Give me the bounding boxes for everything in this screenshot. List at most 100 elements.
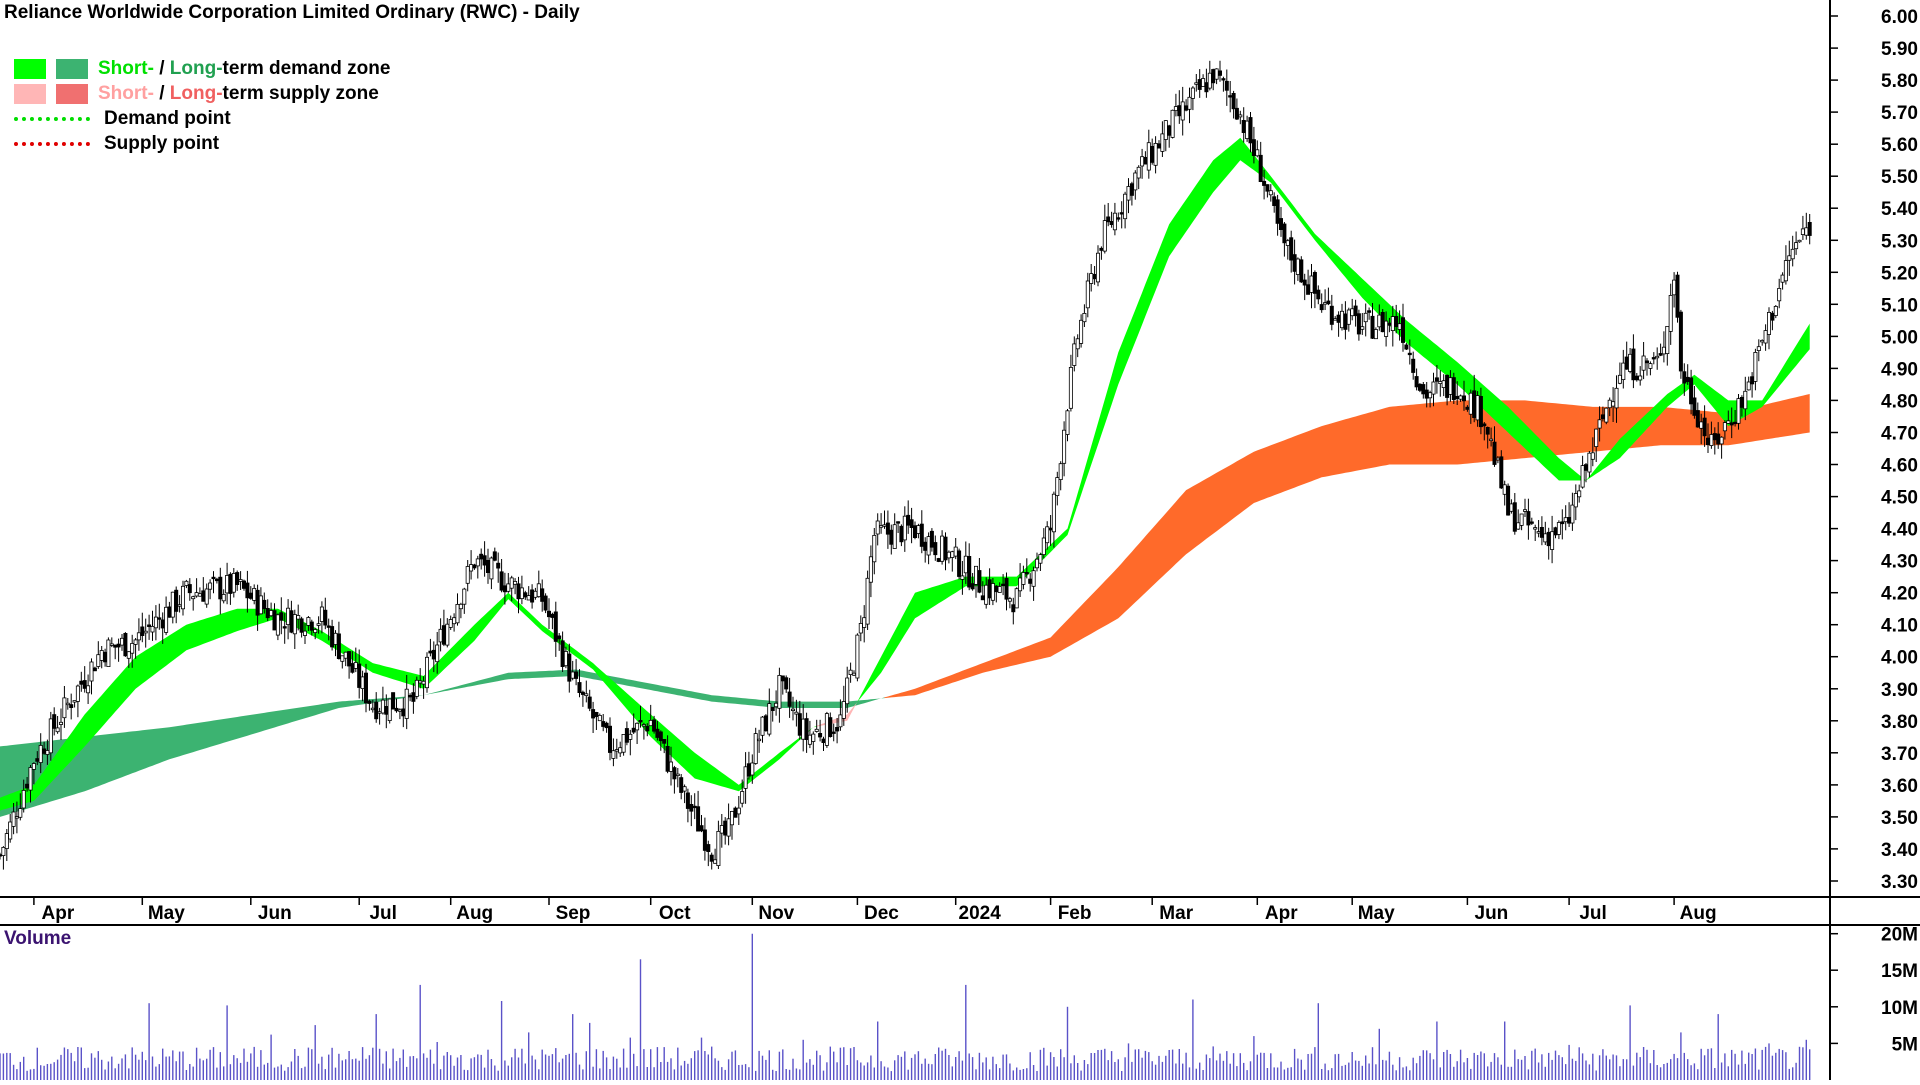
time-tick-label-0: Apr [42, 903, 75, 924]
candle-body-352 [1190, 87, 1195, 99]
candle-body-8 [25, 783, 30, 789]
candle-body-412 [1394, 315, 1399, 327]
candle-body-447 [1512, 502, 1517, 532]
candle-body-306 [1035, 558, 1040, 569]
legend-demand-long-label: Long- [169, 57, 223, 79]
candle-body-141 [475, 558, 480, 567]
candle-body-126 [424, 656, 429, 689]
candle-body-494 [1672, 279, 1677, 296]
candle-body-263 [889, 529, 894, 545]
candle-body-361 [1221, 78, 1226, 81]
candle-body-484 [1638, 375, 1643, 381]
candle-body-216 [730, 811, 735, 826]
candle-body-205 [692, 805, 697, 809]
candle-body-247 [835, 727, 840, 732]
candle-body-109 [367, 700, 372, 704]
candle-body-140 [472, 564, 477, 569]
candle-body-34 [113, 644, 118, 648]
price-tick-label-16: 4.90 [1881, 359, 1918, 380]
price-tick-label-4: 3.70 [1881, 744, 1918, 765]
candle-body-486 [1645, 360, 1650, 364]
candle-body-367 [1241, 120, 1246, 134]
candle-body-227 [767, 703, 772, 735]
candle-body-215 [726, 818, 731, 837]
time-tick-label-10: Feb [1058, 903, 1092, 924]
candle-body-39 [130, 643, 135, 654]
candle-body-145 [489, 557, 494, 580]
candle-body-282 [953, 546, 958, 557]
candle-body-518 [1753, 351, 1758, 382]
candle-body-528 [1787, 255, 1792, 261]
candle-body-514 [1739, 396, 1744, 408]
candle-body-368 [1245, 120, 1250, 139]
legend-demand-sep: / [153, 57, 170, 79]
price-tick-label-14: 4.70 [1881, 424, 1918, 445]
candle-body-273 [923, 541, 928, 551]
candle-body-333 [1126, 186, 1131, 201]
price-tick-label-20: 5.30 [1881, 231, 1918, 252]
candle-body-90 [302, 630, 307, 636]
candle-body-203 [685, 792, 690, 809]
candle-body-331 [1119, 212, 1124, 215]
price-tick-label-17: 5.00 [1881, 327, 1918, 348]
candle-body-61 [204, 588, 209, 605]
supply-point-line [14, 141, 90, 146]
candle-body-32 [106, 639, 111, 668]
candle-body-468 [1584, 464, 1589, 471]
candle-body-474 [1604, 407, 1609, 423]
candle-body-508 [1719, 436, 1724, 445]
candle-body-500 [1692, 397, 1697, 416]
candle-body-462 [1563, 517, 1568, 523]
candle-body-409 [1384, 320, 1389, 337]
candle-body-394 [1333, 318, 1338, 321]
candle-body-162 [547, 610, 552, 618]
candle-body-387 [1309, 275, 1314, 293]
candle-body-251 [848, 669, 853, 676]
candle-body-287 [970, 583, 975, 590]
candle-body-430 [1455, 395, 1460, 400]
legend-demand-rest: term demand zone [222, 57, 391, 79]
price-tick-label-11: 4.40 [1881, 520, 1918, 541]
candle-body-269 [909, 519, 914, 529]
candle-body-196 [662, 739, 667, 744]
candle-body-176 [594, 712, 599, 718]
price-tick-label-18: 5.10 [1881, 295, 1918, 316]
candle-body-435 [1472, 390, 1477, 418]
candle-body-414 [1401, 317, 1406, 343]
candle-body-469 [1587, 452, 1592, 473]
legend-demand-short-label: Short- [98, 57, 154, 79]
candle-body-276 [933, 542, 938, 556]
candle-body-517 [1750, 376, 1755, 385]
candle-body-524 [1773, 305, 1778, 316]
price-tick-label-23: 5.60 [1881, 135, 1918, 156]
candle-body-456 [1543, 533, 1548, 543]
candle-body-451 [1526, 511, 1531, 526]
candle-body-72 [241, 580, 246, 589]
candle-body-436 [1475, 395, 1480, 421]
candle-body-373 [1262, 180, 1267, 186]
candle-body-511 [1729, 422, 1734, 426]
candle-body-249 [841, 701, 846, 719]
candle-body-262 [885, 522, 890, 535]
candle-body-49 [164, 606, 169, 633]
candle-body-63 [211, 576, 216, 580]
price-tick-label-13: 4.60 [1881, 456, 1918, 477]
candle-body-254 [858, 623, 863, 634]
candle-body-74 [248, 592, 253, 599]
candle-body-181 [611, 750, 616, 759]
candle-body-206 [696, 806, 701, 832]
price-tick-label-3: 3.60 [1881, 776, 1918, 797]
candle-body-450 [1523, 509, 1528, 512]
candle-body-510 [1726, 420, 1731, 424]
price-tick-label-21: 5.40 [1881, 199, 1918, 220]
candle-body-281 [950, 551, 955, 558]
candle-body-155 [523, 592, 528, 598]
candle-body-25 [82, 680, 87, 689]
time-tick-label-15: Jul [1579, 903, 1606, 924]
candle-body-256 [865, 577, 870, 625]
candle-body-350 [1184, 105, 1189, 111]
candle-body-4 [11, 811, 16, 827]
